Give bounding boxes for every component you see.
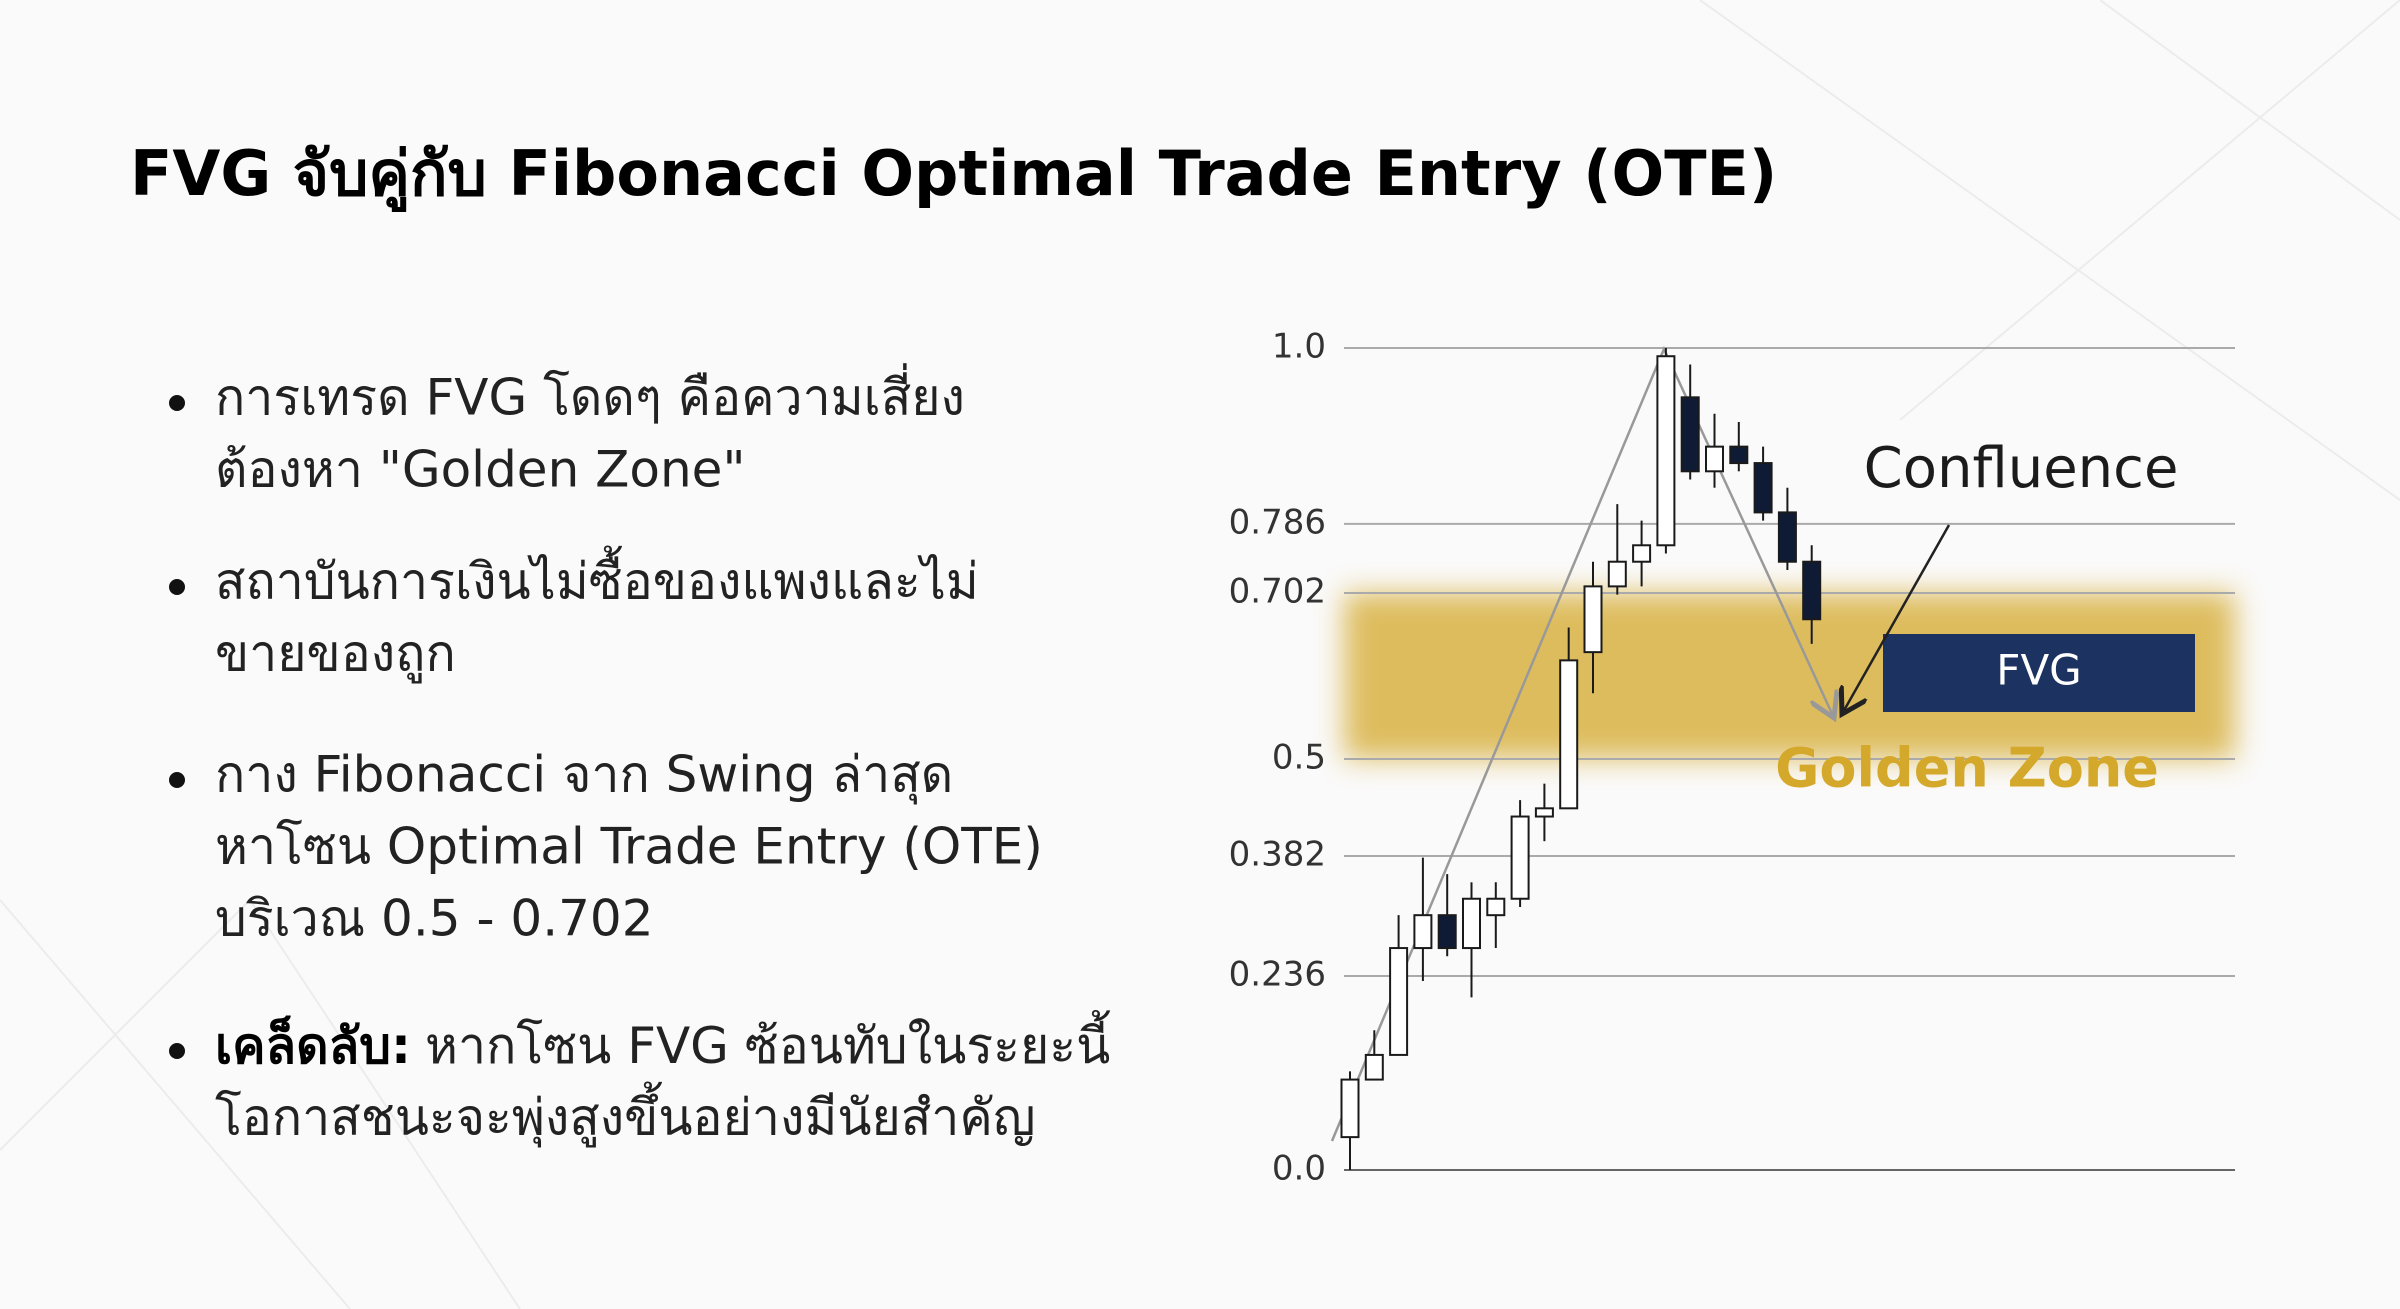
y-tick-label: 0.382 <box>1229 834 1326 874</box>
candle-body <box>1583 585 1603 654</box>
candle-body <box>1656 355 1676 547</box>
candle-body <box>1705 445 1724 473</box>
candle-body <box>1364 1053 1384 1081</box>
candle-body <box>1729 445 1749 465</box>
candle-body <box>1534 807 1554 818</box>
y-tick-label: 1.0 <box>1272 327 1326 367</box>
candle-body <box>1607 560 1627 588</box>
bullet-dot <box>169 1043 185 1059</box>
candle-body <box>1632 544 1652 563</box>
bullet-text: สถาบันการเงินไม่ซื้อของแพงและไม่ <box>215 546 979 611</box>
bullet-list: การเทรด FVG โดดๆ คือความเสี่ยงต้องหา "Go… <box>169 364 1111 1148</box>
candle-body <box>1753 462 1773 514</box>
candle-body <box>1437 914 1457 950</box>
candle-body <box>1802 560 1822 621</box>
candle-body <box>1413 914 1433 950</box>
bullet-text: หาโซน Optimal Trade Entry (OTE) <box>215 818 1043 876</box>
bullet-lead: เคล็ดลับ: <box>215 1015 411 1075</box>
candle-body <box>1680 396 1700 473</box>
candle-body <box>1389 947 1409 1056</box>
y-tick-label: 0.236 <box>1229 955 1326 995</box>
y-tick-label: 0.0 <box>1272 1149 1326 1189</box>
bullet-text: ต้องหา "Golden Zone" <box>215 441 745 499</box>
bullet-text: โอกาสชนะจะพุ่งสูงขึ้นอย่างมีนัยสำคัญ <box>215 1082 1035 1148</box>
candle-body <box>1340 1078 1360 1139</box>
bullet-text: การเทรด FVG โดดๆ คือความเสี่ยง <box>215 364 965 427</box>
annotation-arrow <box>1842 524 1951 714</box>
annotation: Confluence <box>1864 436 2179 501</box>
bullet-text: หากโซน FVG ซ้อนทับในระยะนี้ <box>425 1010 1110 1075</box>
y-tick-label: 0.702 <box>1229 571 1326 611</box>
bullet-dot <box>169 579 185 595</box>
candle-body <box>1510 815 1530 900</box>
fvg-label: FVG <box>1996 646 2081 695</box>
swing-path <box>1330 345 1834 1142</box>
title: FVG จับคู่กับ Fibonacci Optimal Trade En… <box>130 137 1777 212</box>
bullet-text: เคล็ดลับ: หากโซน FVG ซ้อนทับในระยะนี้ <box>215 1010 1111 1075</box>
candle-body <box>1777 511 1797 563</box>
bullet-text: ขายของถูก <box>215 625 456 684</box>
chart: 0.0 0.236 0.382 0.5 0.702 0.786 1.0 FVG Golden Z… <box>1229 327 2235 1189</box>
bullet-text: บริเวณ 0.5 - 0.702 <box>215 890 654 948</box>
bullet-dot <box>169 772 185 788</box>
bullet-text: กาง Fibonacci จาก Swing ล่าสุด <box>215 746 953 805</box>
fvg-box <box>1883 634 2195 712</box>
y-tick-label: 0.5 <box>1272 738 1326 778</box>
zone-label: Golden Zone <box>1775 737 2159 800</box>
candle-body <box>1462 897 1481 950</box>
candle-body <box>1486 897 1506 917</box>
candle-body <box>1559 659 1579 810</box>
y-tick-label: 0.786 <box>1229 502 1326 542</box>
bullet-dot <box>169 395 185 411</box>
